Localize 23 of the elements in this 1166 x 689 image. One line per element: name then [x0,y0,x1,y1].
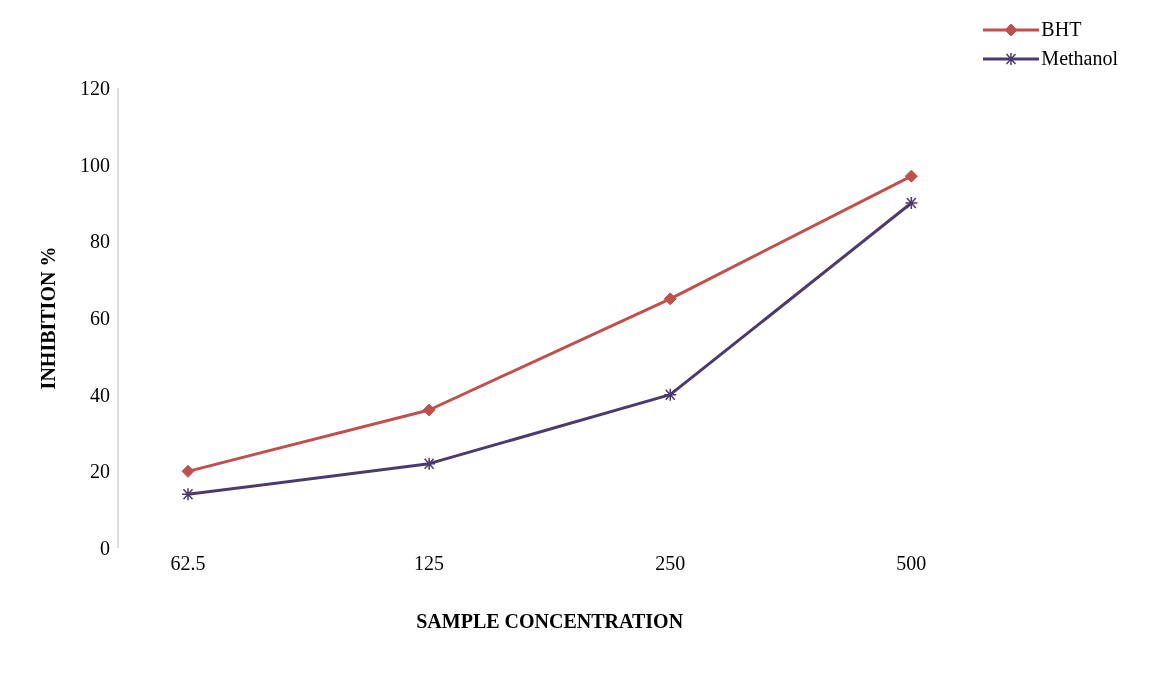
x-tick-label: 500 [896,552,927,575]
point [181,464,195,478]
point [181,487,195,502]
y-tick-label: 20 [90,460,110,483]
legend-label: Methanol [1041,47,1118,70]
legend-label: BHT [1041,18,1082,41]
y-tick-label: 0 [100,537,110,560]
y-tick-label: 80 [90,230,110,253]
y-tick-label: 100 [80,153,110,176]
point [904,169,918,183]
x-tick-label: 62.5 [170,552,206,575]
y-tick-label: 60 [90,307,110,330]
point [422,456,436,471]
x-tick-label: 125 [414,552,445,575]
point [904,196,919,210]
x-axis-title: SAMPLE CONCENTRATION [416,610,684,632]
point [663,292,677,306]
y-tick-label: 120 [80,77,110,100]
y-axis-title: INHIBITION % [37,246,60,390]
point [663,387,677,402]
x-tick-label: 250 [655,552,686,575]
point [422,403,436,417]
y-tick-label: 40 [90,383,110,406]
